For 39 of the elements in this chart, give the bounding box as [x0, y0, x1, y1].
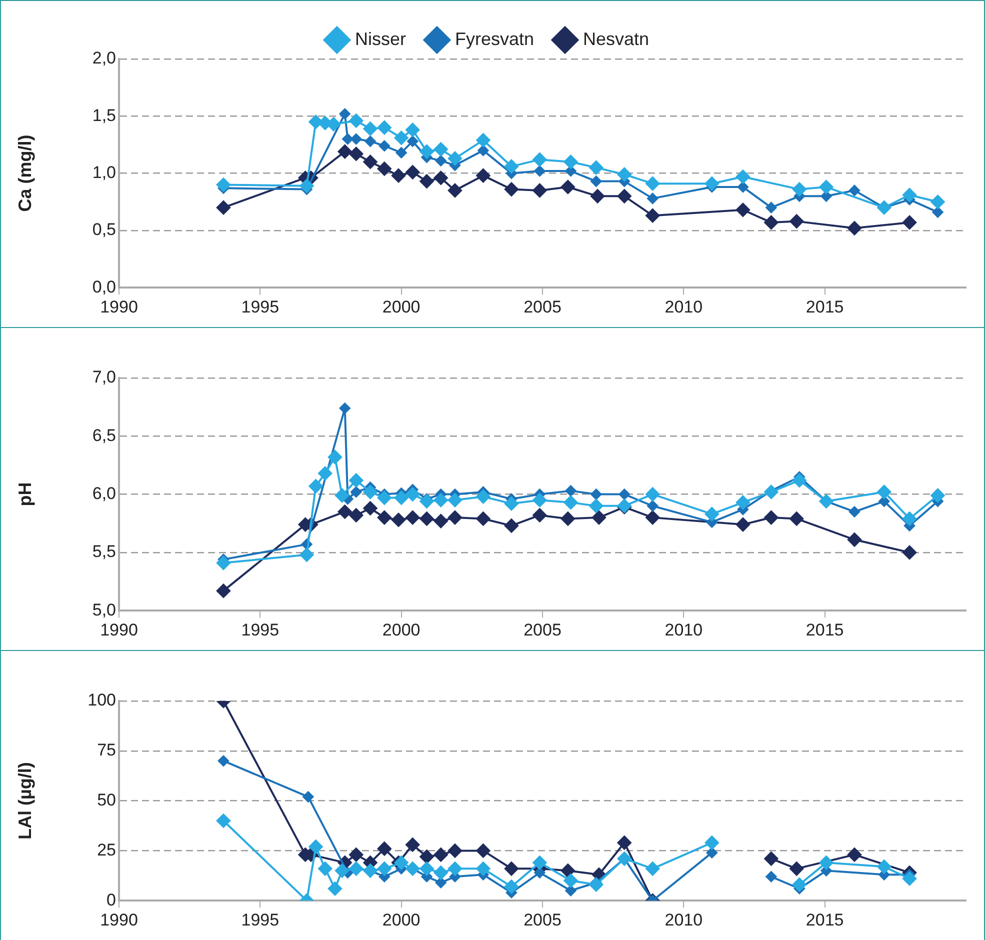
- y-tick-label: 5,5: [92, 542, 116, 562]
- y-tick-label: 25: [97, 840, 116, 860]
- x-tick-label: 2000: [382, 297, 420, 316]
- x-tick-label: 2010: [664, 297, 703, 316]
- x-tick-label: 2010: [664, 910, 703, 930]
- x-tick-label: 1990: [100, 297, 138, 316]
- x-tick-label: 2005: [524, 620, 562, 640]
- y-tick-label: 6,5: [92, 426, 116, 445]
- y-tick-label: 100: [88, 690, 116, 710]
- y-tick-label: 0,0: [92, 277, 116, 296]
- y-tick-label: 1,5: [92, 106, 116, 125]
- legend-label: Nisser: [354, 28, 406, 49]
- x-tick-label: 2000: [382, 620, 420, 640]
- y-tick-label: 2,0: [92, 48, 116, 68]
- y-tick-label: 0,5: [92, 220, 116, 240]
- x-tick-label: 2015: [806, 620, 844, 640]
- y-axis-title: Ca (mg/l): [14, 134, 35, 212]
- legend-label: Nesvatn: [582, 28, 650, 49]
- x-tick-label: 1995: [241, 297, 280, 316]
- y-tick-label: 75: [97, 740, 116, 760]
- y-tick-label: 7,0: [92, 368, 116, 387]
- x-tick-label: 2000: [382, 910, 420, 930]
- x-tick-label: 2005: [524, 910, 562, 930]
- x-tick-label: 2015: [806, 297, 844, 316]
- y-tick-label: 0: [106, 890, 116, 910]
- y-axis-title: pH: [14, 482, 35, 506]
- x-tick-label: 2010: [664, 620, 703, 640]
- y-tick-label: 5,0: [92, 600, 116, 620]
- x-tick-label: 2015: [806, 910, 844, 930]
- y-tick-label: 50: [97, 790, 116, 810]
- x-tick-label: 1990: [100, 620, 138, 640]
- x-tick-label: 1995: [241, 620, 280, 640]
- x-tick-label: 1995: [241, 910, 280, 930]
- y-axis-title: LAl (µg/l): [14, 762, 35, 840]
- y-tick-label: 1,0: [92, 162, 116, 182]
- x-tick-label: 2005: [524, 297, 562, 316]
- y-tick-label: 6,0: [92, 484, 116, 503]
- legend-label: Fyresvatn: [454, 28, 534, 49]
- x-tick-label: 1990: [100, 910, 138, 930]
